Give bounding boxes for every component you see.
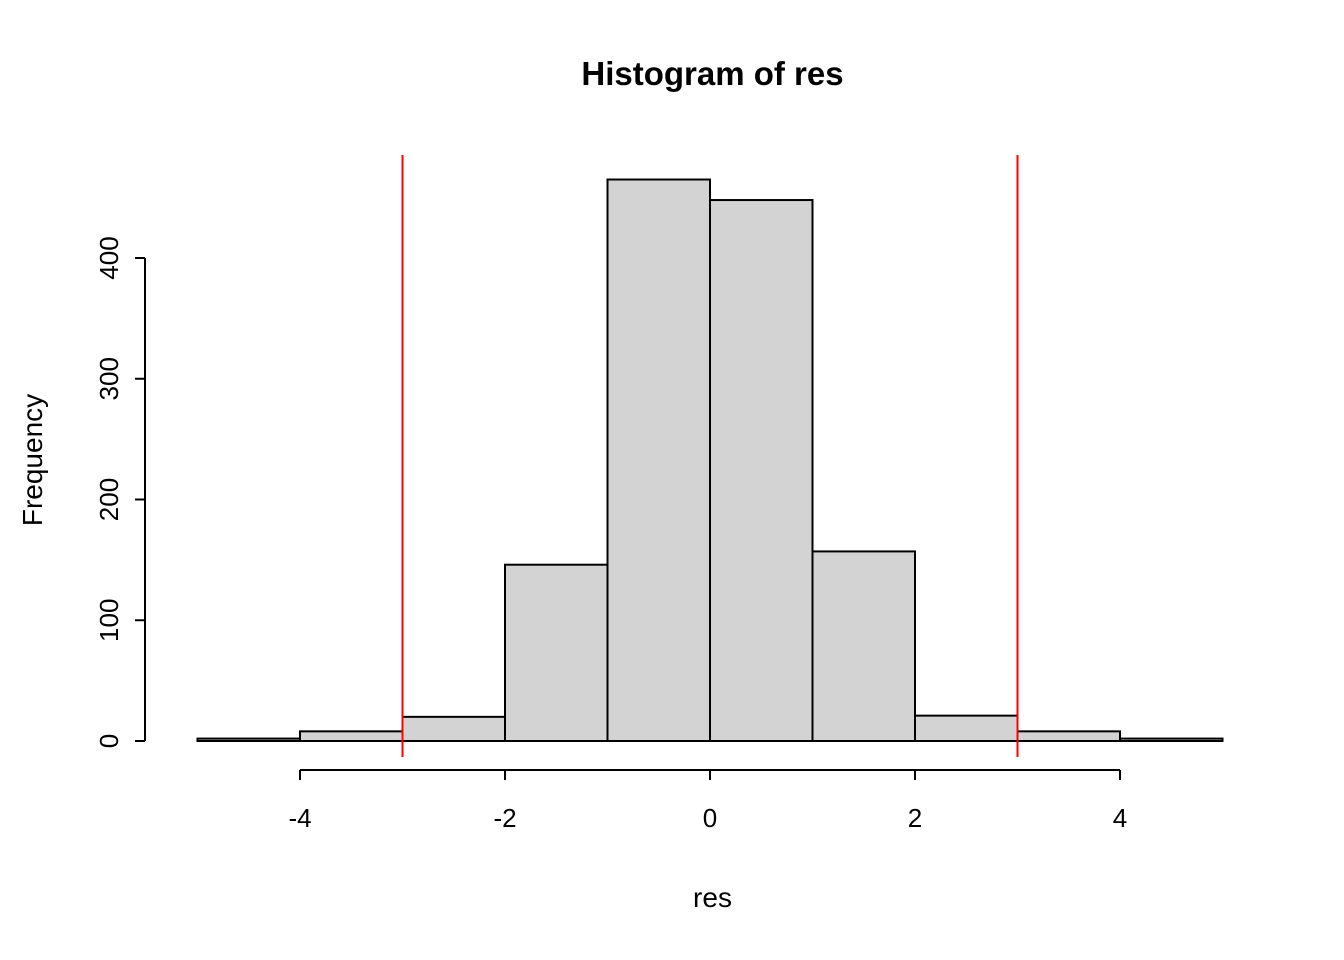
- x-tick-label: 0: [703, 803, 717, 833]
- histogram-bar: [401, 715, 506, 742]
- x-tick-label: -2: [493, 803, 516, 833]
- histogram-bar: [196, 737, 301, 743]
- histogram-bar: [1119, 737, 1224, 743]
- histogram-bar: [1016, 730, 1121, 743]
- x-tick-label: -4: [288, 803, 311, 833]
- histogram-bar: [709, 199, 814, 743]
- x-tick-label: 4: [1113, 803, 1127, 833]
- x-tick-label: 2: [908, 803, 922, 833]
- histogram-bar: [299, 730, 404, 743]
- y-tick-label: 200: [94, 478, 124, 521]
- chart-title: Histogram of res: [581, 55, 844, 92]
- histogram-bar: [606, 178, 711, 742]
- histogram-bar: [914, 714, 1019, 743]
- histogram-bar: [811, 550, 916, 742]
- y-tick-label: 300: [94, 357, 124, 400]
- x-axis-label: res: [693, 882, 732, 913]
- histogram-bar: [504, 563, 609, 743]
- y-tick-label: 0: [94, 734, 124, 748]
- y-tick-label: 100: [94, 599, 124, 642]
- y-tick-label: 400: [94, 236, 124, 279]
